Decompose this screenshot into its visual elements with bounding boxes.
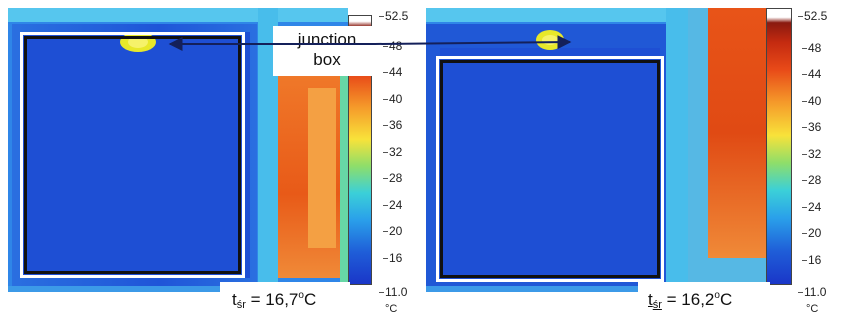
tick-label: 36 (801, 120, 822, 134)
junction-box-label: junction box (273, 26, 381, 76)
right-average-temperature: tśr = 16,2oC (638, 282, 770, 318)
tick-label: 16 (801, 253, 822, 267)
right-color-scale-bar (766, 8, 792, 285)
degree-symbol: o (298, 290, 304, 301)
tick-label: 16 (382, 251, 403, 265)
right-unit-label: °C (806, 303, 819, 315)
temp-subscript: śr (236, 299, 246, 311)
tick-label: 32 (801, 147, 822, 161)
temp-value: = 16,7 (245, 290, 299, 309)
tick-label: 28 (801, 173, 822, 187)
tick-label: 52.5 (378, 9, 409, 23)
right-scale-ticks: 52.5 48 44 40 36 32 28 24 20 16 11.0 (797, 9, 841, 300)
left-scale-ticks: 52.5 48 44 40 36 32 28 24 20 16 11.0 (378, 9, 420, 300)
right-thermogram (426, 8, 766, 292)
tick-label: 11.0 (797, 285, 827, 299)
right-thermogram-image (426, 8, 766, 292)
tick-label: 36 (382, 118, 403, 132)
tick-label: 24 (801, 200, 822, 214)
tick-label: 32 (382, 145, 403, 159)
temp-symbol: t (232, 290, 237, 309)
label-line-2: box (313, 50, 341, 69)
tick-label: 20 (382, 224, 403, 238)
tick-label: 52.5 (797, 9, 828, 23)
tick-label: 40 (382, 92, 403, 106)
tick-label: 44 (801, 67, 822, 81)
right-measurement-area (436, 56, 664, 282)
tick-label: 48 (801, 41, 822, 55)
left-average-temperature: tśr = 16,7oC (220, 282, 350, 318)
tick-label: 48 (382, 39, 403, 53)
temp-unit: C (719, 290, 733, 309)
left-measurement-area (20, 32, 245, 278)
tick-label: 28 (382, 171, 403, 185)
left-unit-label: °C (385, 303, 398, 315)
label-line-1: junction (297, 30, 357, 49)
tick-label: 40 (801, 94, 822, 108)
tick-label: 24 (382, 198, 403, 212)
temp-symbol: t (648, 290, 653, 309)
tick-label: 44 (382, 65, 403, 79)
right-thermal-panel: 52.5 48 44 40 36 32 28 24 20 16 11.0 °C … (426, 0, 841, 320)
temp-subscript: śr (652, 299, 662, 311)
tick-label: 20 (801, 226, 822, 240)
degree-symbol: o (714, 290, 720, 301)
temp-unit: C (303, 290, 317, 309)
tick-label: 11.0 (378, 285, 408, 299)
temp-value: = 16,2 (661, 290, 715, 309)
